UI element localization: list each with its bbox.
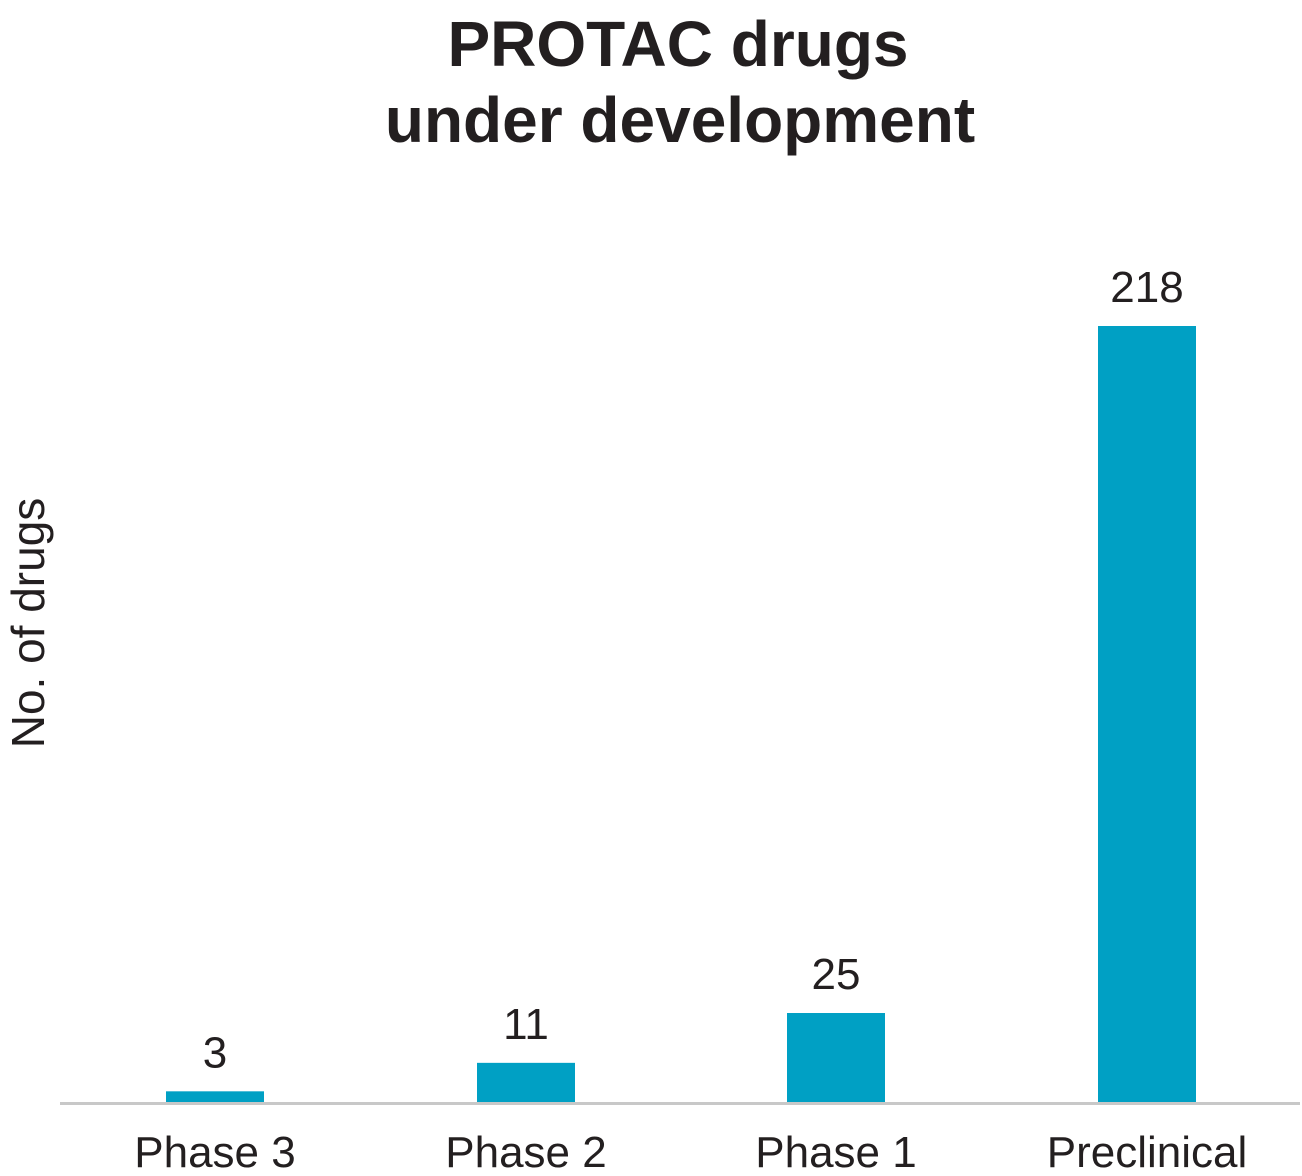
data-label: 3 <box>203 1028 227 1077</box>
bar-phase-1 <box>787 1013 885 1102</box>
data-label: 218 <box>1110 263 1183 312</box>
x-tick-label: Phase 1 <box>755 1128 916 1176</box>
bars <box>166 326 1196 1102</box>
chart-title: PROTAC drugs under development <box>385 8 975 156</box>
x-tick-label: Preclinical <box>1047 1128 1248 1176</box>
bar-preclinical <box>1098 326 1196 1102</box>
chart-title-line-1: PROTAC drugs <box>447 8 908 80</box>
chart-title-line-2: under development <box>385 84 975 156</box>
data-label: 25 <box>812 950 861 999</box>
x-tick-label: Phase 3 <box>134 1128 295 1176</box>
x-axis-tick-labels: Phase 3 Phase 2 Phase 1 Preclinical <box>134 1128 1247 1176</box>
data-label: 11 <box>503 1000 549 1049</box>
data-labels: 3 11 25 218 <box>203 263 1184 1077</box>
x-tick-label: Phase 2 <box>445 1128 606 1176</box>
bar-phase-3 <box>166 1091 264 1102</box>
bar-phase-2 <box>477 1062 575 1102</box>
y-axis-label: No. of drugs <box>2 498 54 749</box>
